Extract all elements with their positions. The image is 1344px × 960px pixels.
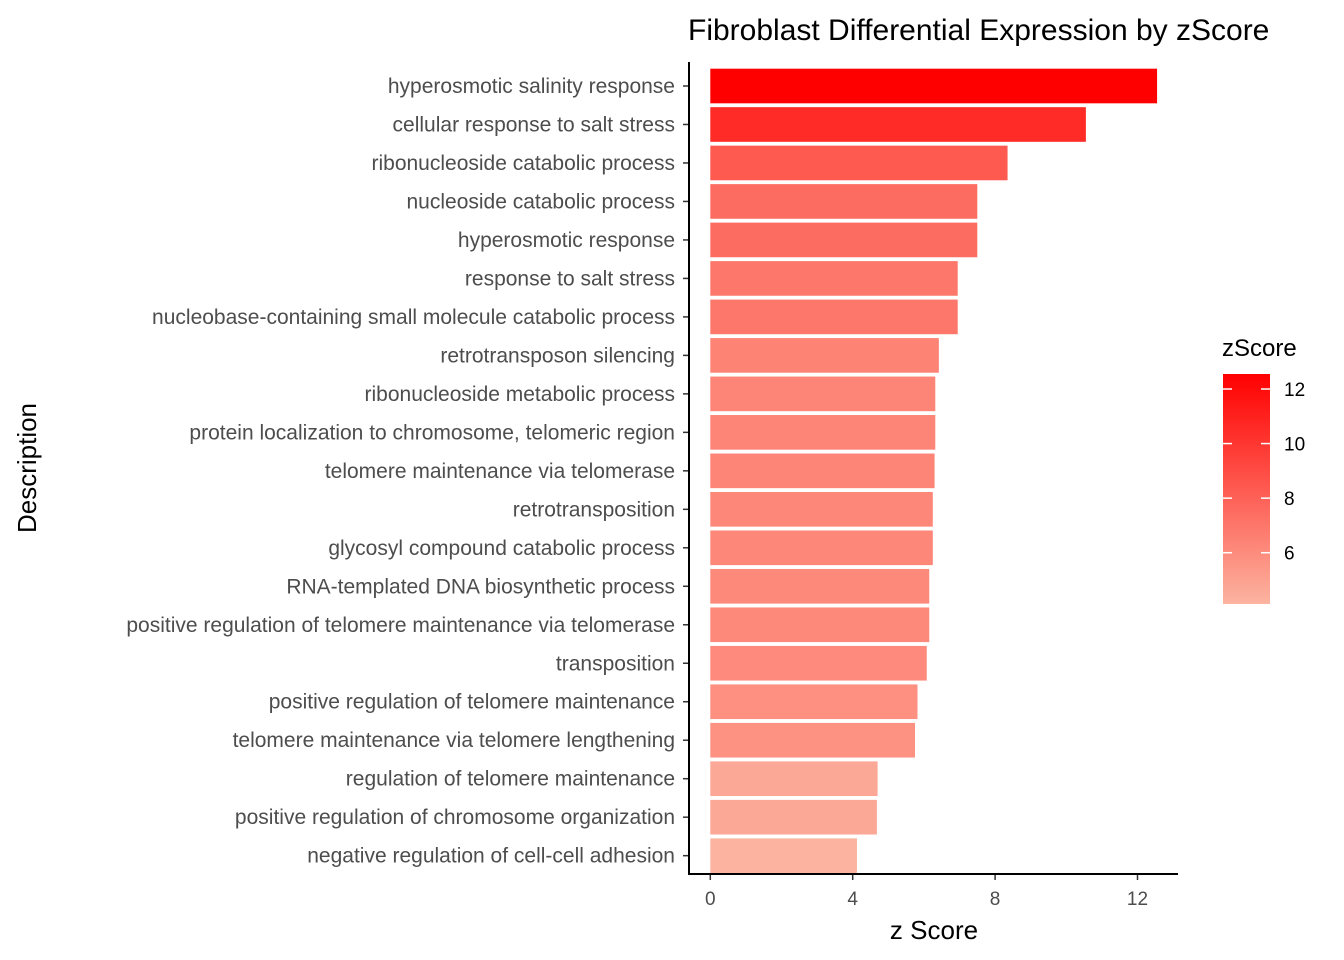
category-label: regulation of telomere maintenance xyxy=(346,768,675,791)
category-label: glycosyl compound catabolic process xyxy=(328,537,675,560)
legend-tick-label: 6 xyxy=(1284,544,1295,565)
category-label: positive regulation of telomere maintena… xyxy=(126,614,675,637)
bar xyxy=(710,761,878,797)
y-axis-title: Description xyxy=(12,403,42,533)
category-label: telomere maintenance via telomere length… xyxy=(233,729,675,752)
bar xyxy=(710,299,958,335)
category-label: protein localization to chromosome, telo… xyxy=(189,421,675,444)
bars-group xyxy=(710,68,1158,873)
legend-tick-label: 10 xyxy=(1284,435,1305,456)
category-label: negative regulation of cell-cell adhesio… xyxy=(307,845,675,868)
x-tick-label: 0 xyxy=(705,889,716,910)
category-label: hyperosmotic salinity response xyxy=(388,75,675,98)
category-label: RNA-templated DNA biosynthetic process xyxy=(286,575,675,598)
bar xyxy=(710,376,936,412)
legend-tick-label: 8 xyxy=(1284,489,1295,510)
category-label: cellular response to salt stress xyxy=(393,113,675,136)
x-axis-title: z Score xyxy=(890,915,978,945)
bar xyxy=(710,145,1008,181)
category-label: ribonucleoside metabolic process xyxy=(365,383,676,406)
legend-ticks: 6 8 10 12 xyxy=(1223,380,1305,565)
bar xyxy=(710,338,939,373)
bar xyxy=(710,415,936,450)
bar xyxy=(710,645,927,681)
category-label: telomere maintenance via telomerase xyxy=(325,460,675,483)
category-label: retrotransposon silencing xyxy=(440,344,675,367)
bar xyxy=(710,838,857,873)
x-axis-ticks: 0 4 8 12 xyxy=(705,874,1148,910)
category-label: response to salt stress xyxy=(465,267,675,290)
color-legend: zScore 6 8 10 12 xyxy=(1222,335,1305,604)
x-tick-label: 8 xyxy=(990,889,1001,910)
bar xyxy=(710,492,933,527)
chart-title: Fibroblast Differential Expression by zS… xyxy=(688,14,1269,47)
bar xyxy=(710,530,933,566)
bar xyxy=(710,568,930,604)
category-label: nucleoside catabolic process xyxy=(407,190,676,213)
legend-title: zScore xyxy=(1222,335,1297,362)
bar xyxy=(710,799,877,835)
bar xyxy=(710,722,915,758)
bar xyxy=(710,107,1086,142)
category-label: retrotransposition xyxy=(513,498,675,521)
bar xyxy=(710,261,958,296)
category-label: positive regulation of chromosome organi… xyxy=(235,806,675,829)
category-label: positive regulation of telomere maintena… xyxy=(269,691,675,714)
bar xyxy=(710,684,918,720)
bar xyxy=(710,453,935,489)
legend-tick-label: 12 xyxy=(1284,380,1305,401)
bar xyxy=(710,68,1158,104)
bar xyxy=(710,184,978,219)
category-label: hyperosmotic response xyxy=(458,229,675,252)
x-tick-label: 12 xyxy=(1127,889,1148,910)
x-tick-label: 4 xyxy=(847,889,858,910)
bar xyxy=(710,222,978,258)
category-label: transposition xyxy=(556,652,675,675)
bar xyxy=(710,607,930,643)
category-labels: hyperosmotic salinity response cellular r… xyxy=(126,75,689,868)
category-label: ribonucleoside catabolic process xyxy=(371,152,675,175)
legend-colorbar xyxy=(1223,374,1270,604)
category-label: nucleobase-containing small molecule cat… xyxy=(152,306,675,329)
